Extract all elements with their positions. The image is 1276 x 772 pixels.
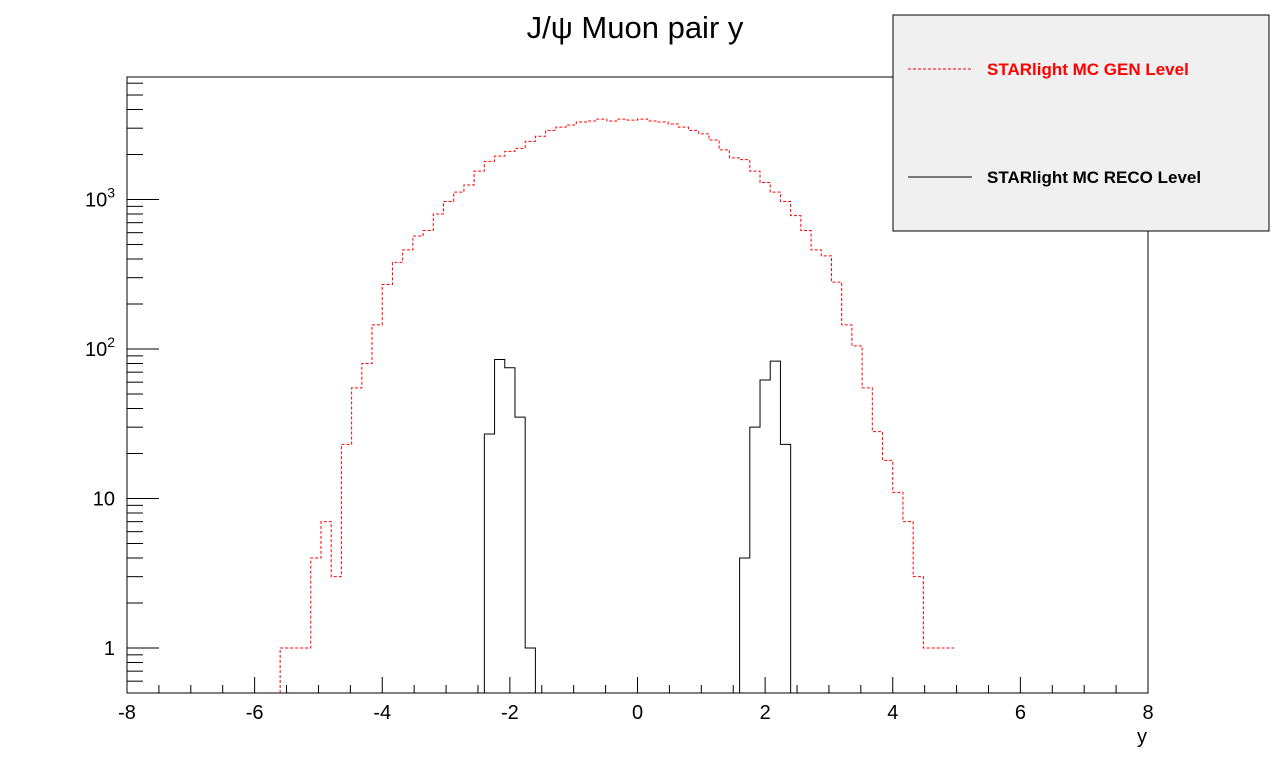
x-tick-label: -2	[501, 702, 519, 724]
y-tick-label: 103	[85, 185, 115, 212]
y-tick-label: 102	[85, 334, 115, 361]
x-tick-label: 8	[1142, 702, 1153, 724]
chart-title: J/ψ Muon pair y	[527, 10, 744, 45]
x-axis: -8 -6 -4 -2 0 2 4 6 8	[118, 677, 1154, 724]
series-line-0	[279, 118, 955, 693]
y-tick-label: 1	[104, 638, 115, 660]
legend: STARlight MC GEN Level STARlight MC RECO…	[892, 14, 1270, 232]
y-axis: 1 10 102 103	[85, 82, 159, 682]
legend-label-gen: STARlight MC GEN Level	[987, 60, 1189, 79]
x-tick-label: 6	[1015, 702, 1026, 724]
x-tick-label: -4	[373, 702, 391, 724]
legend-box	[892, 14, 1270, 232]
series-line-1	[483, 359, 792, 693]
x-axis-title: y	[1137, 726, 1147, 748]
x-tick-label: 0	[632, 702, 643, 724]
series-layer	[279, 118, 955, 693]
x-tick-label: -8	[118, 702, 136, 724]
x-tick-label: 4	[887, 702, 898, 724]
x-tick-label: 2	[760, 702, 771, 724]
legend-label-reco: STARlight MC RECO Level	[987, 168, 1201, 187]
x-tick-label: -6	[246, 702, 264, 724]
y-tick-label: 10	[93, 489, 115, 511]
